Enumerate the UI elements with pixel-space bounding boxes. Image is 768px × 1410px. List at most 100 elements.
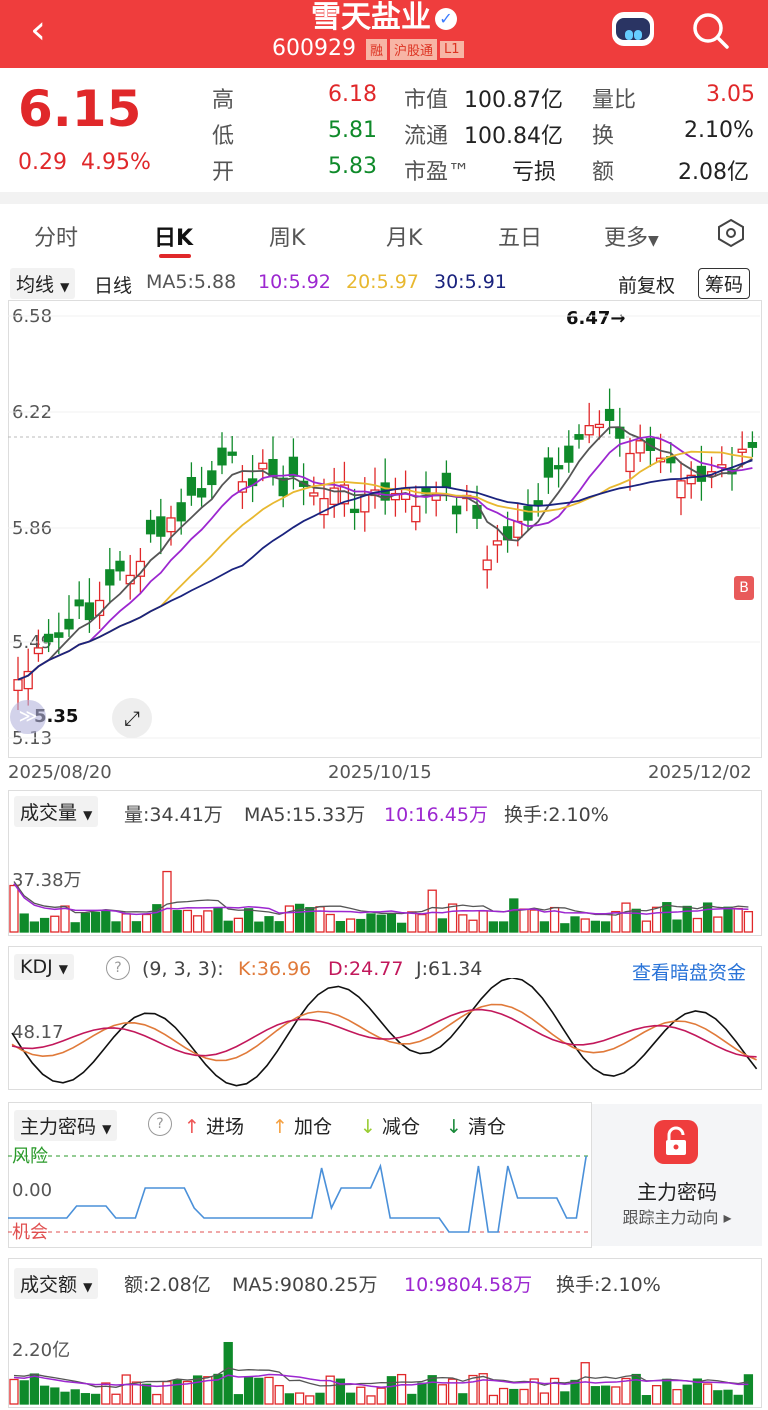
legend-enter: ↑ 进场 <box>184 1112 244 1139</box>
ma-selector[interactable]: 均线 ▼ <box>10 268 76 299</box>
settings-hexagon-icon[interactable] <box>716 218 746 248</box>
kline-panel[interactable] <box>8 300 762 758</box>
candle <box>349 508 360 514</box>
volume-bar <box>101 910 111 933</box>
candle <box>553 465 564 470</box>
volume-bar <box>600 921 611 933</box>
robot-assistant-icon[interactable] <box>612 12 654 46</box>
help-icon[interactable]: ? <box>148 1112 172 1136</box>
volume-bar <box>9 884 19 933</box>
fullscreen-icon[interactable]: ⤢ <box>112 698 152 738</box>
volume-bar <box>29 921 40 933</box>
volume-bar <box>264 916 274 933</box>
amount-selector[interactable]: 成交额 ▼ <box>14 1268 99 1299</box>
mainforce-selector-label: 主力密码 <box>20 1116 97 1138</box>
candle <box>145 519 156 535</box>
legend-add-label: 加仓 <box>293 1116 332 1138</box>
arrow-up-icon: ↑ <box>184 1116 200 1138</box>
top-bar: ‹ 雪天盐业 ✓ 600929 融沪股通 L1 <box>0 0 768 68</box>
search-icon[interactable] <box>690 10 730 50</box>
back-icon[interactable]: ‹ <box>30 7 46 53</box>
mainforce-panel[interactable] <box>8 1102 592 1248</box>
ma-legend-row: 均线 ▼ 日线 MA5:5.88 10:5.92 20:5.97 30:5.91… <box>0 266 768 300</box>
candle <box>186 476 197 496</box>
pe-value: 亏损 <box>512 160 557 185</box>
kline-chart[interactable] <box>8 300 760 756</box>
kdj-panel[interactable] <box>8 946 762 1090</box>
kdj-line <box>11 978 758 1087</box>
tab-monthly[interactable]: 月K <box>386 226 423 251</box>
adjust-mode[interactable]: 前复权 <box>618 275 676 297</box>
help-icon[interactable]: ? <box>106 956 130 980</box>
volume-bar <box>641 1395 652 1405</box>
low-label: 低 <box>212 124 235 149</box>
volume-bar <box>621 902 631 933</box>
stock-name: 雪天盐业 <box>311 0 431 35</box>
dark-pool-link[interactable]: 查看暗盘资金 <box>632 962 747 984</box>
volume-selector[interactable]: 成交量 ▼ <box>14 796 99 827</box>
candle <box>288 456 299 477</box>
kdj-y-label: 48.17 <box>12 1022 64 1043</box>
volume-bar <box>611 910 621 933</box>
volume-bar <box>305 1395 315 1405</box>
ma10-value: 10:5.92 <box>258 271 331 293</box>
volume-bar <box>29 1373 40 1405</box>
candle <box>23 670 33 690</box>
mainforce-selector[interactable]: 主力密码 ▼ <box>14 1110 118 1141</box>
candle <box>564 445 574 463</box>
amount-label: 额 <box>592 160 615 185</box>
buy-signal-badge[interactable]: B <box>734 576 754 600</box>
volume-bar <box>519 1388 529 1405</box>
expand-arrows-icon[interactable]: ≫ <box>10 700 46 734</box>
volume-bar <box>733 1394 743 1405</box>
volume-bar <box>427 1375 437 1405</box>
tab-weekly[interactable]: 周K <box>269 226 306 251</box>
mainforce-card[interactable]: 主力密码 跟踪主力动向 ▸ <box>592 1104 762 1246</box>
volume-bar <box>560 1391 570 1405</box>
dropdown-icon: ▼ <box>83 808 93 822</box>
volume-panel[interactable] <box>8 790 762 936</box>
candle <box>309 492 319 497</box>
dropdown-icon: ▼ <box>102 1122 112 1136</box>
volume-bar <box>447 1378 458 1405</box>
float-label: 流通 <box>404 124 449 149</box>
candle <box>339 484 350 505</box>
x-label-mid: 2025/10/15 <box>328 762 432 783</box>
tab-daily[interactable]: 日K <box>154 226 194 251</box>
volume-bar <box>284 1393 295 1405</box>
tab-five-day[interactable]: 五日 <box>498 226 543 251</box>
volume-bar <box>111 921 121 933</box>
candle <box>54 632 64 638</box>
candle <box>196 488 207 498</box>
volume-bar <box>468 919 478 933</box>
volume-bar <box>478 1373 488 1405</box>
volume-bar <box>366 1395 376 1405</box>
chips-button[interactable]: 筹码 <box>698 268 751 299</box>
ma-line <box>17 435 753 681</box>
candle <box>43 633 54 643</box>
volume-bar <box>111 1393 121 1405</box>
volume-bar <box>50 1387 60 1405</box>
volume-bar <box>570 916 580 933</box>
kdj-k-value: K:36.96 <box>238 958 312 980</box>
volume-bar <box>80 1393 91 1405</box>
candle <box>13 679 23 692</box>
volume-bar <box>356 1386 366 1405</box>
arrow-down-icon: ↓ <box>446 1116 462 1138</box>
volume-bar <box>478 910 488 933</box>
volume-bar <box>19 1380 29 1405</box>
volume-bar <box>325 913 335 933</box>
volume-bar <box>682 905 692 933</box>
amount-panel[interactable] <box>8 1258 762 1408</box>
volume-bar <box>376 1387 386 1405</box>
volume-bar <box>723 1389 733 1405</box>
kdj-selector[interactable]: KDJ ▼ <box>14 954 74 980</box>
volume-bar <box>682 1384 692 1405</box>
low-value: 5.81 <box>328 118 377 143</box>
volume-bar <box>141 913 152 933</box>
tab-intraday[interactable]: 分时 <box>34 226 79 251</box>
period-label: 日线 <box>94 275 133 297</box>
candle <box>533 500 543 506</box>
mktcap-value: 100.87亿 <box>464 88 563 113</box>
tab-more[interactable]: 更多▼ <box>604 220 659 252</box>
